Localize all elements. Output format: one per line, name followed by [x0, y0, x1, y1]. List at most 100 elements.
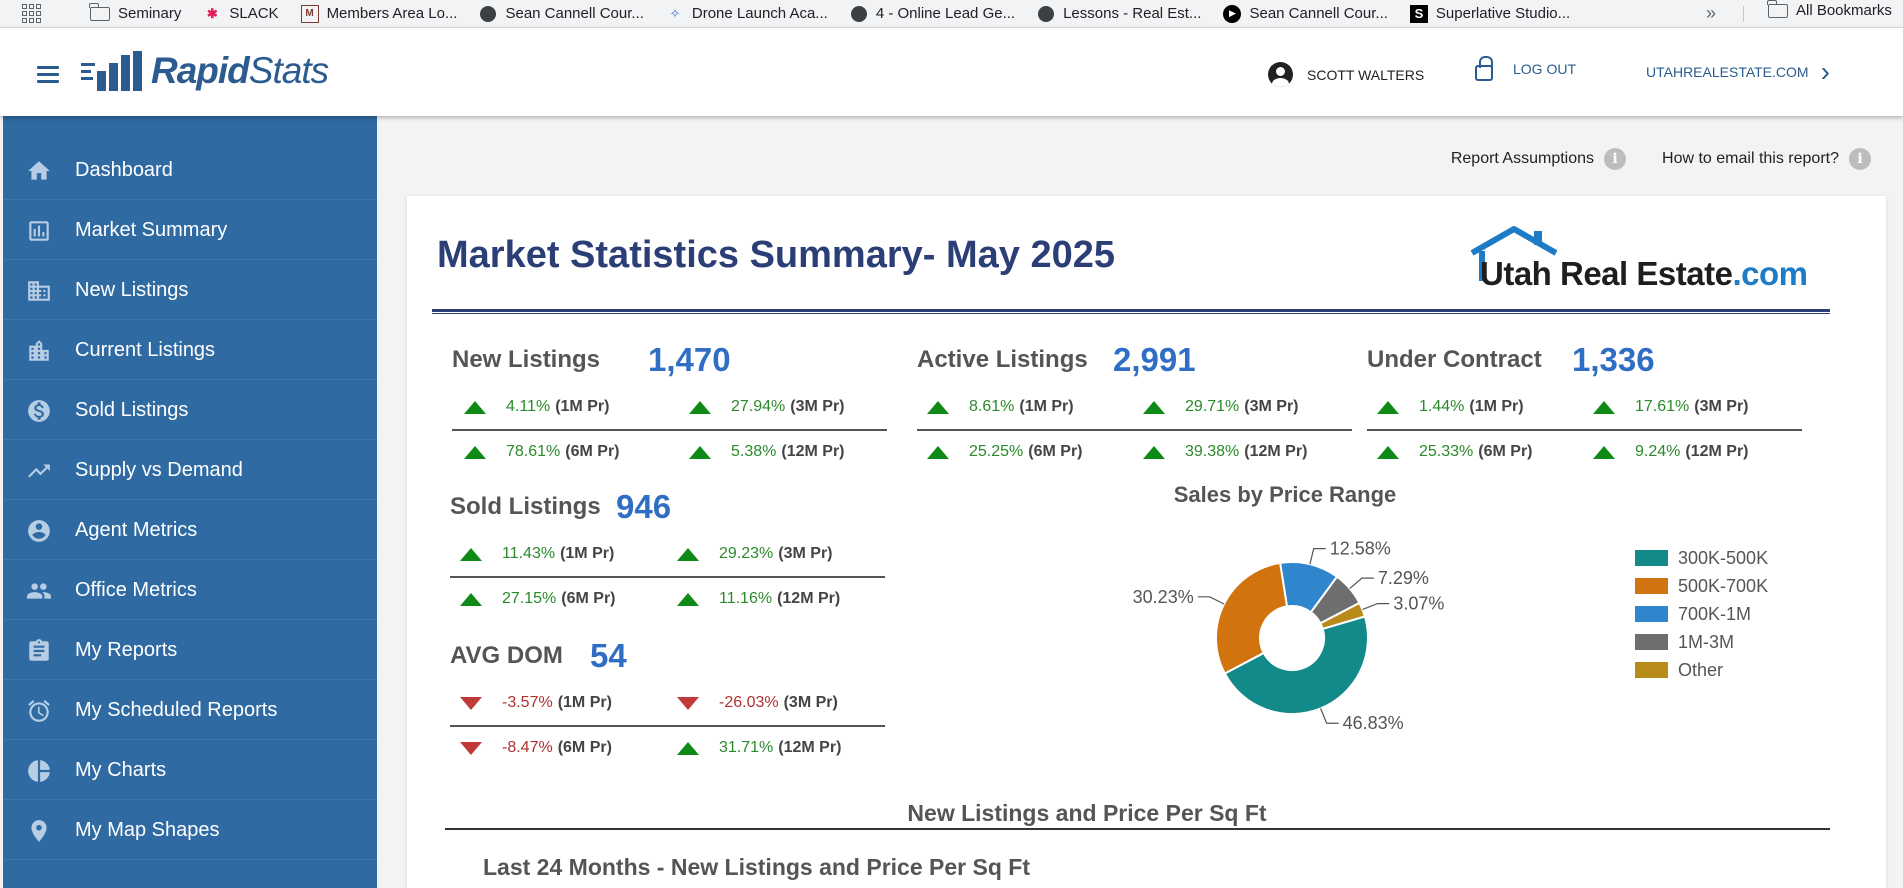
apps-grid-icon[interactable] — [22, 4, 52, 23]
email-report-link[interactable]: How to email this report? i — [1662, 148, 1871, 170]
section-title: New Listings and Price Per Sq Ft — [907, 800, 1267, 826]
sidebar: Dashboard Market Summary New Listings Cu… — [3, 116, 377, 888]
sidebar-item-dashboard[interactable]: Dashboard — [3, 142, 377, 200]
arrow-up-icon — [460, 592, 482, 606]
legend-label: 500K-700K — [1678, 575, 1769, 596]
all-bookmarks[interactable]: All Bookmarks — [1767, 0, 1892, 19]
sidebar-item-new-listings[interactable]: New Listings — [3, 262, 377, 320]
dollar-icon — [25, 397, 53, 425]
change-row: 4.11% (1M Pr) 27.94% (3M Pr) — [452, 386, 887, 431]
legend-label: 1M-3M — [1678, 631, 1735, 652]
sidebar-item-my-scheduled-reports[interactable]: My Scheduled Reports — [3, 682, 377, 740]
change-row: -3.57% (1M Pr) -26.03% (3M Pr) — [450, 682, 885, 727]
bookmark-members-area[interactable]: M Members Area Lo... — [300, 4, 457, 23]
bookmark-superlative[interactable]: S Superlative Studio... — [1409, 4, 1570, 23]
sidebar-item-my-reports[interactable]: My Reports — [3, 622, 377, 680]
change-row: 27.15% (6M Pr) 11.16% (12M Pr) — [450, 578, 885, 623]
leader-line — [1320, 708, 1339, 724]
bookmark-seminary[interactable]: Seminary — [89, 2, 181, 22]
legend-item[interactable]: 500K-700K — [1635, 572, 1768, 600]
house-icon — [1470, 226, 1558, 281]
data-label: 46.83% — [1343, 713, 1404, 733]
arrow-up-icon — [464, 445, 486, 459]
clipboard-icon — [25, 637, 53, 665]
leader-line — [1309, 547, 1326, 565]
bookmark-drone-launch[interactable]: ✧ Drone Launch Aca... — [666, 5, 827, 23]
chart-legend: 300K-500K 500K-700K 700K-1M 1M-3M Other — [1635, 544, 1768, 684]
bookmark-slack[interactable]: ✱ SLACK — [203, 5, 279, 23]
pie-icon — [25, 757, 53, 785]
chevron-right-icon: › — [1820, 56, 1830, 87]
brand-main: Utah Real Estate — [1480, 255, 1733, 292]
change-3m: 17.61% (3M Pr) — [1593, 398, 1749, 416]
arrow-up-icon — [927, 400, 949, 414]
change-6m: 25.25% (6M Pr) — [927, 443, 1083, 461]
stat-value: 1,470 — [648, 341, 731, 378]
bookmark-sean-cannell-1[interactable]: Sean Cannell Cour... — [479, 5, 644, 23]
stat-value: 946 — [616, 488, 672, 525]
legend-swatch — [1635, 606, 1668, 622]
change-3m: 29.71% (3M Pr) — [1143, 398, 1299, 416]
logout-button[interactable]: LOG OUT — [1475, 56, 1576, 81]
arrow-up-icon — [677, 547, 699, 561]
sidebar-item-market-summary[interactable]: Market Summary — [3, 202, 377, 260]
map-pin-icon — [25, 817, 53, 845]
menu-icon[interactable] — [37, 66, 59, 87]
stat-value: 54 — [590, 637, 627, 674]
globe-icon — [1037, 5, 1055, 23]
data-label: 30.23% — [1133, 587, 1194, 607]
utahrealestate-link[interactable]: UTAHREALESTATE.COM › — [1646, 56, 1830, 87]
legend-label: 300K-500K — [1678, 547, 1769, 568]
stat-under-contract: Under Contract 1,336 1.44% (1M Pr) 17.61%(… — [1367, 341, 1802, 476]
s-icon: S — [1409, 4, 1428, 23]
bookmark-sean-cannell-2[interactable]: ▶ Sean Cannell Cour... — [1223, 4, 1388, 23]
chart-title: Sales by Price Range — [1173, 482, 1397, 507]
legend-item[interactable]: Other — [1635, 656, 1768, 684]
change-row: -8.47% (6M Pr) 31.71% (12M Pr) — [450, 727, 885, 772]
legend-label: 700K-1M — [1678, 603, 1752, 624]
main-content: Report Assumptions i How to email this r… — [377, 116, 1903, 888]
report-links: Report Assumptions i How to email this r… — [1451, 148, 1903, 170]
sidebar-item-current-listings[interactable]: Current Listings — [3, 322, 377, 380]
site-icon: M — [300, 4, 319, 23]
sidebar-item-office-metrics[interactable]: Office Metrics — [3, 562, 377, 620]
folder-icon — [1767, 0, 1788, 18]
change-row: 78.61% (6M Pr) 5.38% (12M Pr) — [452, 431, 887, 476]
change-1m: 4.11% (1M Pr) — [464, 398, 609, 416]
user-menu[interactable]: SCOTT WALTERS — [1268, 62, 1424, 87]
section-divider — [445, 828, 1830, 830]
change-row: 1.44% (1M Pr) 17.61% (3M Pr) — [1367, 386, 1802, 431]
trending-icon — [25, 457, 53, 485]
logo-text-stats: Stats — [248, 50, 329, 91]
legend-item[interactable]: 300K-500K — [1635, 544, 1768, 572]
report-assumptions-link[interactable]: Report Assumptions i — [1451, 148, 1627, 170]
globe-icon — [850, 5, 868, 23]
drone-icon: ✧ — [669, 5, 681, 21]
legend-item[interactable]: 700K-1M — [1635, 600, 1768, 628]
more-bookmarks-icon[interactable]: » — [1706, 3, 1717, 23]
bookmark-lessons[interactable]: Lessons - Real Est... — [1037, 5, 1201, 23]
data-label: 7.29% — [1378, 568, 1429, 588]
arrow-up-icon — [1377, 445, 1399, 459]
sidebar-item-agent-metrics[interactable]: Agent Metrics — [3, 502, 377, 560]
sidebar-item-my-map-shapes[interactable]: My Map Shapes — [3, 802, 377, 860]
pie-slice-500k-700k[interactable] — [1215, 561, 1289, 675]
legend-swatch — [1635, 634, 1668, 650]
sidebar-item-supply-vs-demand[interactable]: Supply vs Demand — [3, 442, 377, 500]
city-icon — [25, 337, 53, 365]
leader-line — [1197, 596, 1225, 605]
arrow-down-icon — [677, 696, 699, 710]
logo-bars-icon — [81, 51, 145, 91]
info-icon: i — [1849, 148, 1871, 170]
rapidstats-logo[interactable]: RapidStats — [81, 50, 329, 92]
sidebar-item-sold-listings[interactable]: Sold Listings — [3, 382, 377, 440]
stat-value: 2,991 — [1113, 341, 1196, 378]
title-divider — [432, 309, 1830, 314]
report-card: Market Statistics Summary- May 2025 Utah… — [407, 196, 1886, 888]
sidebar-item-my-charts[interactable]: My Charts — [3, 742, 377, 800]
pie-slice-300k-500k[interactable] — [1223, 615, 1369, 715]
legend-item[interactable]: 1M-3M — [1635, 628, 1768, 656]
bookmark-online-lead[interactable]: 4 - Online Lead Ge... — [850, 5, 1015, 23]
change-6m: 25.33% (6M Pr) — [1377, 443, 1533, 461]
change-1m: -3.57% (1M Pr) — [460, 694, 612, 712]
